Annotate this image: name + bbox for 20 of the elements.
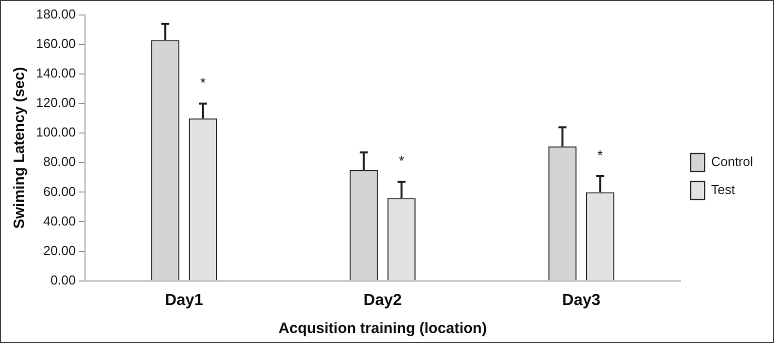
y-tick-label: 140.00 [36,66,76,81]
annotation: * [597,146,604,163]
legend-label: Test [711,182,736,198]
y-tick-label: 180.00 [36,6,76,22]
y-tick-label: 160.00 [36,36,76,52]
y-tick-label: 40.00 [43,213,76,228]
annotation: * [398,152,405,169]
x-tick-label: Day1 [164,292,204,309]
x-tick-label: Day2 [364,292,402,309]
legend-label: Control [711,154,754,170]
x-axis-title: Acqusition training (location) [278,320,487,338]
y-tick-label: 100.00 [36,124,76,140]
annotation: * [200,74,206,90]
x-tick-label: Day3 [562,292,601,309]
y-tick-label: 80.00 [43,154,76,170]
y-axis-title: Swiming Latency (sec) [11,67,28,229]
y-tick-label: 0.00 [50,272,76,288]
y-tick-label: 120.00 [36,95,76,110]
y-tick-label: 60.00 [43,184,76,199]
y-tick-label: 20.00 [43,242,76,258]
